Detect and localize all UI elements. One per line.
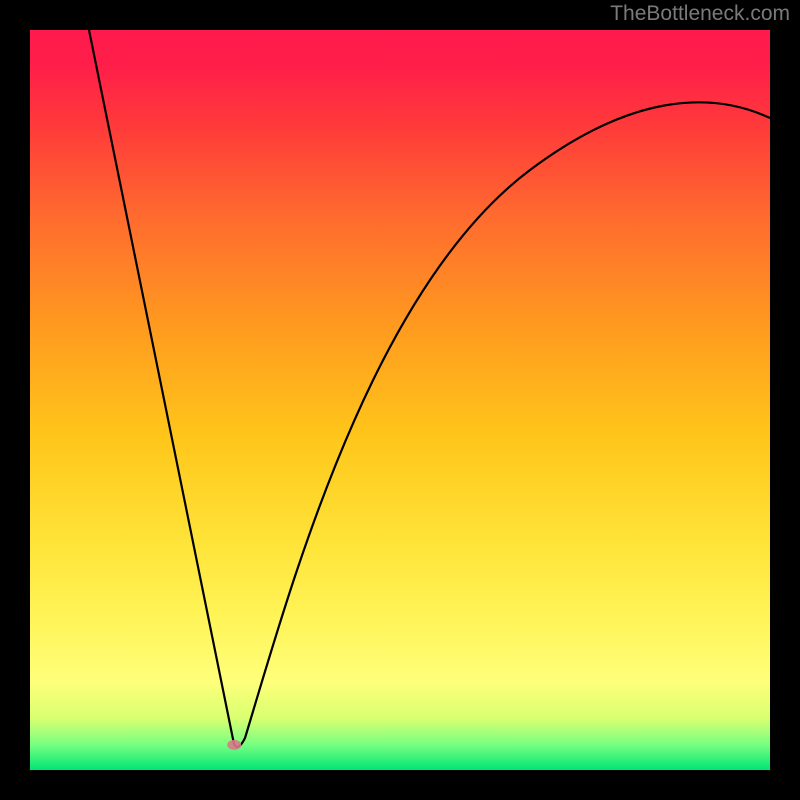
watermark-text: TheBottleneck.com — [610, 2, 790, 26]
chart-container: TheBottleneck.com — [0, 0, 800, 800]
curve-minimum-marker — [227, 740, 241, 750]
chart-svg — [30, 30, 770, 770]
gradient-background — [30, 30, 770, 770]
plot-area — [30, 30, 770, 770]
